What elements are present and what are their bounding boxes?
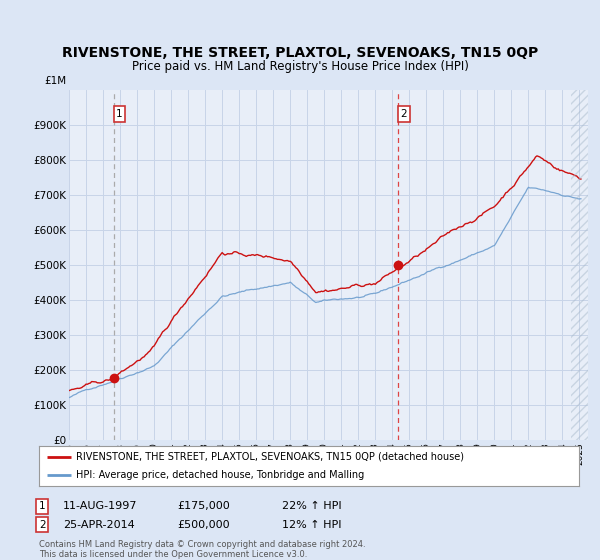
- Text: £175,000: £175,000: [177, 501, 230, 511]
- Text: 11-AUG-1997: 11-AUG-1997: [63, 501, 137, 511]
- Text: 22% ↑ HPI: 22% ↑ HPI: [282, 501, 341, 511]
- Text: Contains HM Land Registry data © Crown copyright and database right 2024.: Contains HM Land Registry data © Crown c…: [39, 540, 365, 549]
- Bar: [571, 90, 588, 440]
- Text: £1M: £1M: [44, 76, 67, 86]
- Text: 2: 2: [400, 109, 407, 119]
- Text: HPI: Average price, detached house, Tonbridge and Malling: HPI: Average price, detached house, Tonb…: [76, 470, 364, 480]
- Text: 12% ↑ HPI: 12% ↑ HPI: [282, 520, 341, 530]
- Text: This data is licensed under the Open Government Licence v3.0.: This data is licensed under the Open Gov…: [39, 550, 307, 559]
- Text: RIVENSTONE, THE STREET, PLAXTOL, SEVENOAKS, TN15 0QP: RIVENSTONE, THE STREET, PLAXTOL, SEVENOA…: [62, 46, 538, 60]
- Text: Price paid vs. HM Land Registry's House Price Index (HPI): Price paid vs. HM Land Registry's House …: [131, 59, 469, 73]
- Text: £500,000: £500,000: [177, 520, 230, 530]
- Text: 1: 1: [116, 109, 123, 119]
- Text: RIVENSTONE, THE STREET, PLAXTOL, SEVENOAKS, TN15 0QP (detached house): RIVENSTONE, THE STREET, PLAXTOL, SEVENOA…: [76, 452, 464, 461]
- Text: 1: 1: [39, 501, 46, 511]
- Text: 2: 2: [39, 520, 46, 530]
- Text: 25-APR-2014: 25-APR-2014: [63, 520, 135, 530]
